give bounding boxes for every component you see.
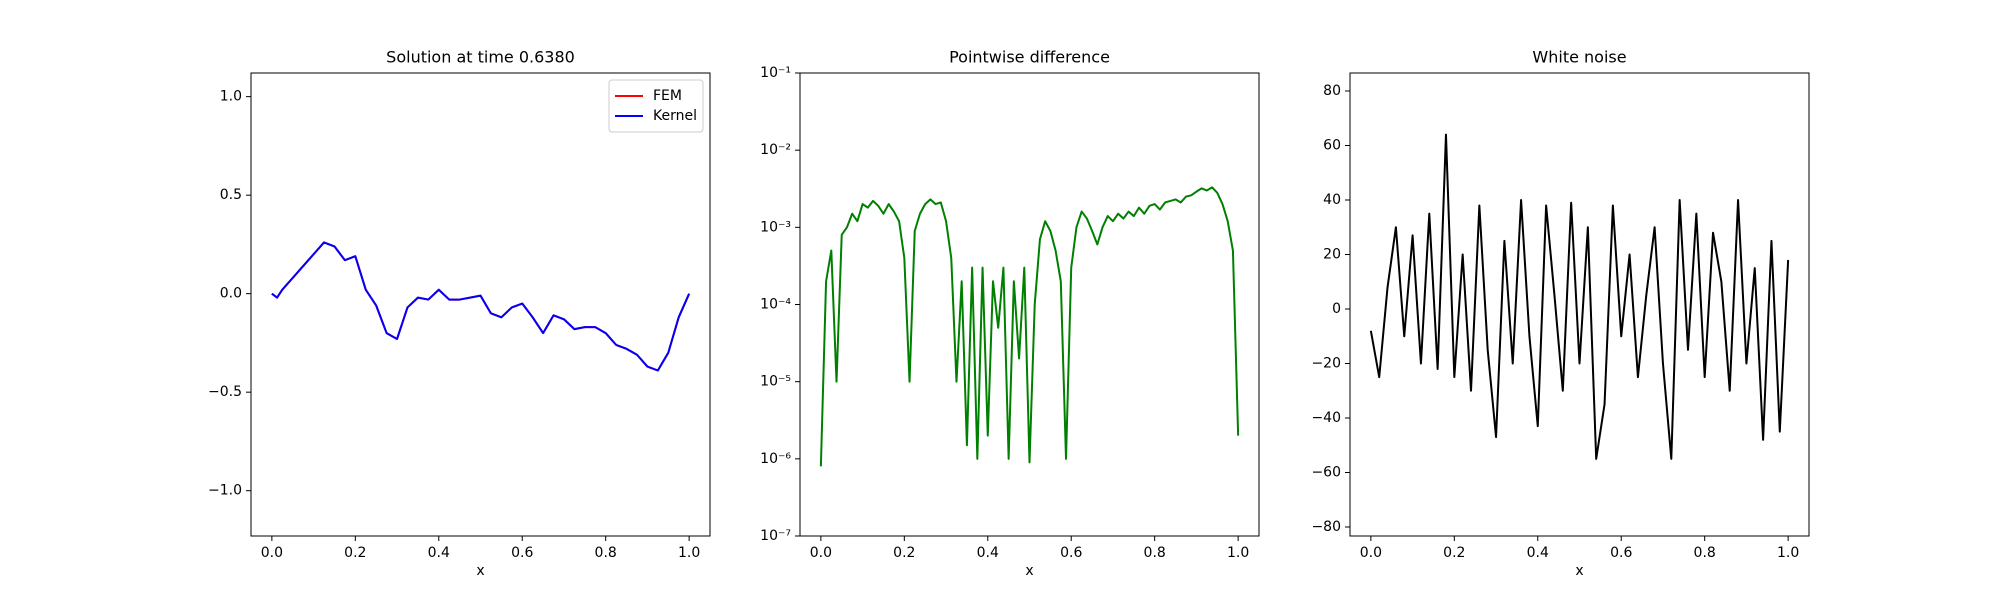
x-tick-label: 0.2	[1443, 545, 1465, 561]
x-tick-label: 0.4	[428, 545, 450, 561]
x-tick-label: 1.0	[678, 545, 700, 561]
y-tick-label: 10⁻²	[760, 142, 791, 158]
x-tick-label: 1.0	[1777, 545, 1799, 561]
y-tick-label: 80	[1323, 83, 1341, 99]
x-tick-label: 0.8	[1694, 545, 1716, 561]
x-tick-label: 0.6	[1060, 545, 1082, 561]
x-tick-label: 0.2	[344, 545, 366, 561]
y-tick-label: 10⁻⁴	[760, 297, 791, 313]
x-tick-label: 0.6	[1610, 545, 1632, 561]
x-tick-label: 0.8	[595, 545, 617, 561]
y-tick-label: 10⁻⁷	[760, 528, 791, 544]
x-tick-label: 0.8	[1144, 545, 1166, 561]
y-tick-label: −20	[1311, 355, 1341, 371]
axes-frame	[1349, 72, 1810, 537]
x-tick-label: 0.0	[810, 545, 832, 561]
chart-title: White noise	[1532, 48, 1626, 67]
y-tick-label: −40	[1311, 410, 1341, 426]
x-tick-label: 0.6	[511, 545, 533, 561]
x-tick-label: 0.0	[261, 545, 283, 561]
y-tick-label: 20	[1323, 246, 1341, 262]
x-axis-label: x	[476, 563, 484, 579]
y-tick-label: 10⁻⁶	[760, 451, 791, 467]
y-tick-label: −60	[1311, 465, 1341, 481]
x-axis-label: x	[1025, 563, 1033, 579]
x-tick-label: 0.4	[977, 545, 999, 561]
y-tick-label: 40	[1323, 192, 1341, 208]
legend-box	[608, 79, 704, 133]
x-axis-label: x	[1575, 563, 1583, 579]
y-tick-label: −0.5	[208, 384, 242, 400]
legend-label: FEM	[653, 88, 682, 104]
y-tick-label: 0.0	[220, 286, 242, 302]
y-tick-label: 10⁻⁵	[760, 374, 791, 390]
y-tick-label: 60	[1323, 137, 1341, 153]
plot-area	[1350, 73, 1809, 536]
y-tick-label: 1.0	[220, 89, 242, 105]
axes-frame	[799, 72, 1260, 537]
data-line	[819, 186, 1240, 467]
plot-area	[251, 73, 710, 536]
axes-frame	[250, 72, 711, 537]
y-tick-label: 0.5	[220, 187, 242, 203]
y-tick-label: −1.0	[208, 483, 242, 499]
x-tick-label: 1.0	[1227, 545, 1249, 561]
x-tick-label: 0.0	[1360, 545, 1382, 561]
plot-area	[800, 73, 1259, 536]
y-tick-label: −80	[1311, 519, 1341, 535]
x-tick-label: 0.4	[1527, 545, 1549, 561]
chart-title: Pointwise difference	[949, 48, 1110, 67]
data-line	[1369, 133, 1790, 460]
y-tick-label: 10⁻¹	[760, 65, 791, 81]
legend-label: Kernel	[653, 108, 697, 124]
y-tick-label: 10⁻³	[760, 219, 791, 235]
chart-title: Solution at time 0.6380	[386, 48, 575, 67]
x-tick-label: 0.2	[893, 545, 915, 561]
y-tick-label: 0	[1332, 301, 1341, 317]
data-line	[271, 241, 691, 372]
